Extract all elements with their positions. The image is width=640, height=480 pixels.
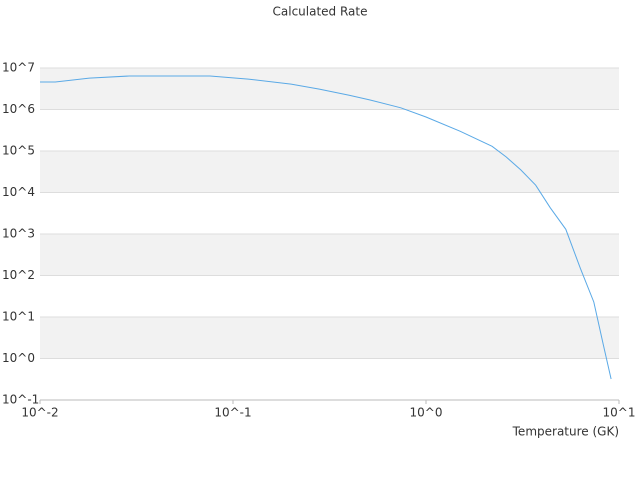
band <box>40 68 619 110</box>
y-tick-label: 10^2 <box>2 268 35 282</box>
y-tick-label: 10^4 <box>2 185 35 199</box>
chart-title: Calculated Rate <box>273 5 368 19</box>
y-tick-label: 10^1 <box>2 310 35 324</box>
band <box>40 151 619 193</box>
y-tick-label: 10^3 <box>2 227 35 241</box>
y-tick-label: 10^6 <box>2 102 35 116</box>
y-tick-label: 10^-1 <box>2 393 39 407</box>
y-tick-label: 10^5 <box>2 144 35 158</box>
x-tick-label: 10^-2 <box>21 406 58 420</box>
x-tick-label: 10^-1 <box>214 406 251 420</box>
x-tick-label: 10^0 <box>410 406 443 420</box>
y-tick-label: 10^7 <box>2 61 35 75</box>
x-tick-label: 10^1 <box>603 406 636 420</box>
rate-line <box>40 75 612 380</box>
y-tick-label: 10^0 <box>2 351 35 365</box>
band <box>40 234 619 276</box>
band <box>40 317 619 359</box>
x-axis-label: Temperature (GK) <box>512 425 619 439</box>
